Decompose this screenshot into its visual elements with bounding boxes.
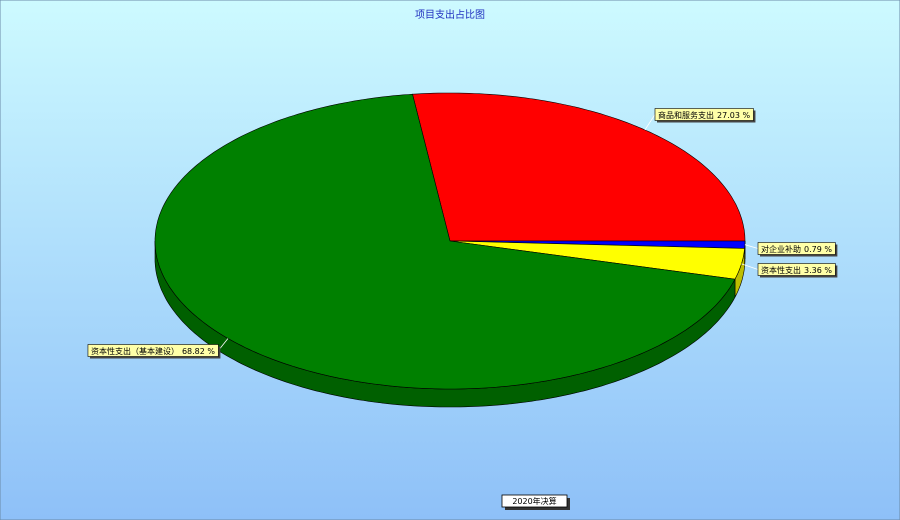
- slice-value: 3.36 %: [804, 266, 832, 275]
- labels: 商品和服务支出 27.03 %对企业补助 0.79 %资本性支出 3.36 %资本性支…: [87, 108, 838, 359]
- slice-label: 资本性支出 3.36 %: [761, 265, 832, 275]
- slice: [449, 240, 745, 280]
- leader-line: [741, 263, 759, 270]
- slice: [412, 92, 746, 242]
- slice-label: 商品和服务支出 27.03 %: [658, 110, 750, 120]
- slice-name: 商品和服务支出: [658, 110, 714, 120]
- legend-box: [501, 494, 568, 508]
- legend-label: 2020年决算: [512, 496, 556, 506]
- leader-line: [644, 114, 656, 131]
- label-box: [757, 242, 836, 255]
- slice: [154, 93, 736, 390]
- chart-title: 项目支出占比图: [415, 8, 485, 21]
- slice-value: 27.03 %: [717, 111, 750, 120]
- label-box: [757, 263, 836, 276]
- slice-name: 对企业补助: [761, 244, 801, 254]
- pie: [154, 92, 746, 408]
- slice-name: 资本性支出: [761, 265, 801, 275]
- label-box: [654, 108, 754, 121]
- slice-value: 68.82 %: [182, 347, 215, 356]
- slice-label: 对企业补助 0.79 %: [761, 244, 832, 254]
- leader-line: [744, 244, 759, 249]
- slice-value: 0.79 %: [804, 245, 832, 254]
- label-box: [87, 344, 219, 357]
- slice-name: 资本性支出（基本建设）: [91, 346, 179, 356]
- slice-label: 资本性支出（基本建设） 68.82 %: [91, 346, 215, 356]
